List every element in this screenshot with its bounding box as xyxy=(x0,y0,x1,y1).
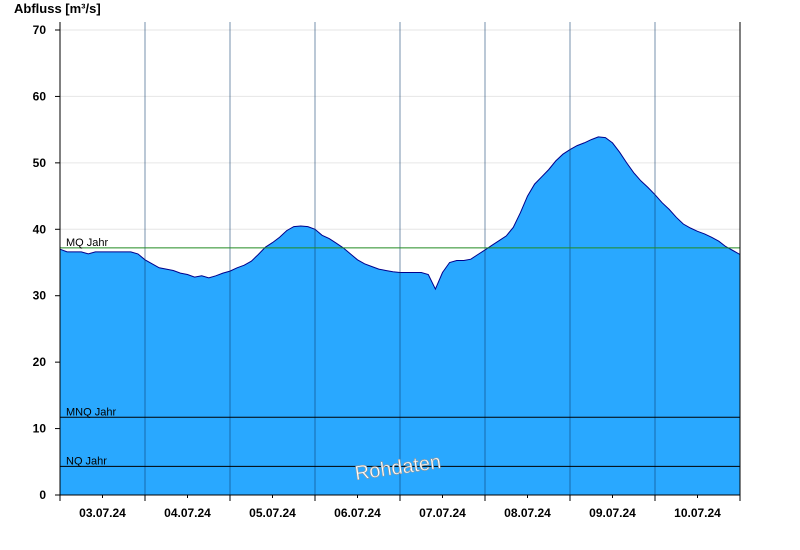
y-tick-label: 20 xyxy=(33,355,47,369)
x-tick-label: 07.07.24 xyxy=(419,506,466,520)
reference-line-label: MQ Jahr xyxy=(66,237,109,249)
reference-lines: MQ Jahr MNQ Jahr NQ Jahr xyxy=(60,237,740,467)
x-tick-label: 10.07.24 xyxy=(674,506,721,520)
x-tick-label: 08.07.24 xyxy=(504,506,551,520)
x-tick-label: 04.07.24 xyxy=(164,506,211,520)
y-tick-label: 40 xyxy=(33,222,47,236)
y-tick-label: 10 xyxy=(33,422,47,436)
y-tick-label: 50 xyxy=(33,156,47,170)
reference-line-label: NQ Jahr xyxy=(66,455,107,467)
y-axis-ticks: 0 10 20 30 40 50 60 70 xyxy=(33,23,60,502)
x-tick-label: 06.07.24 xyxy=(334,506,381,520)
x-axis-ticks: 03.07.24 04.07.24 05.07.24 06.07.24 07.07.24… xyxy=(59,495,741,520)
y-tick-label: 70 xyxy=(33,23,47,37)
y-axis-label: Abfluss [m³/s] xyxy=(14,1,101,16)
x-tick-label: 03.07.24 xyxy=(79,506,126,520)
y-tick-label: 30 xyxy=(33,289,47,303)
x-tick-label: 09.07.24 xyxy=(589,506,636,520)
y-tick-label: 0 xyxy=(39,488,46,502)
reference-line-label: MNQ Jahr xyxy=(66,406,116,418)
y-tick-label: 60 xyxy=(33,89,47,103)
day-separator-lines xyxy=(144,22,656,495)
x-tick-label: 05.07.24 xyxy=(249,506,296,520)
